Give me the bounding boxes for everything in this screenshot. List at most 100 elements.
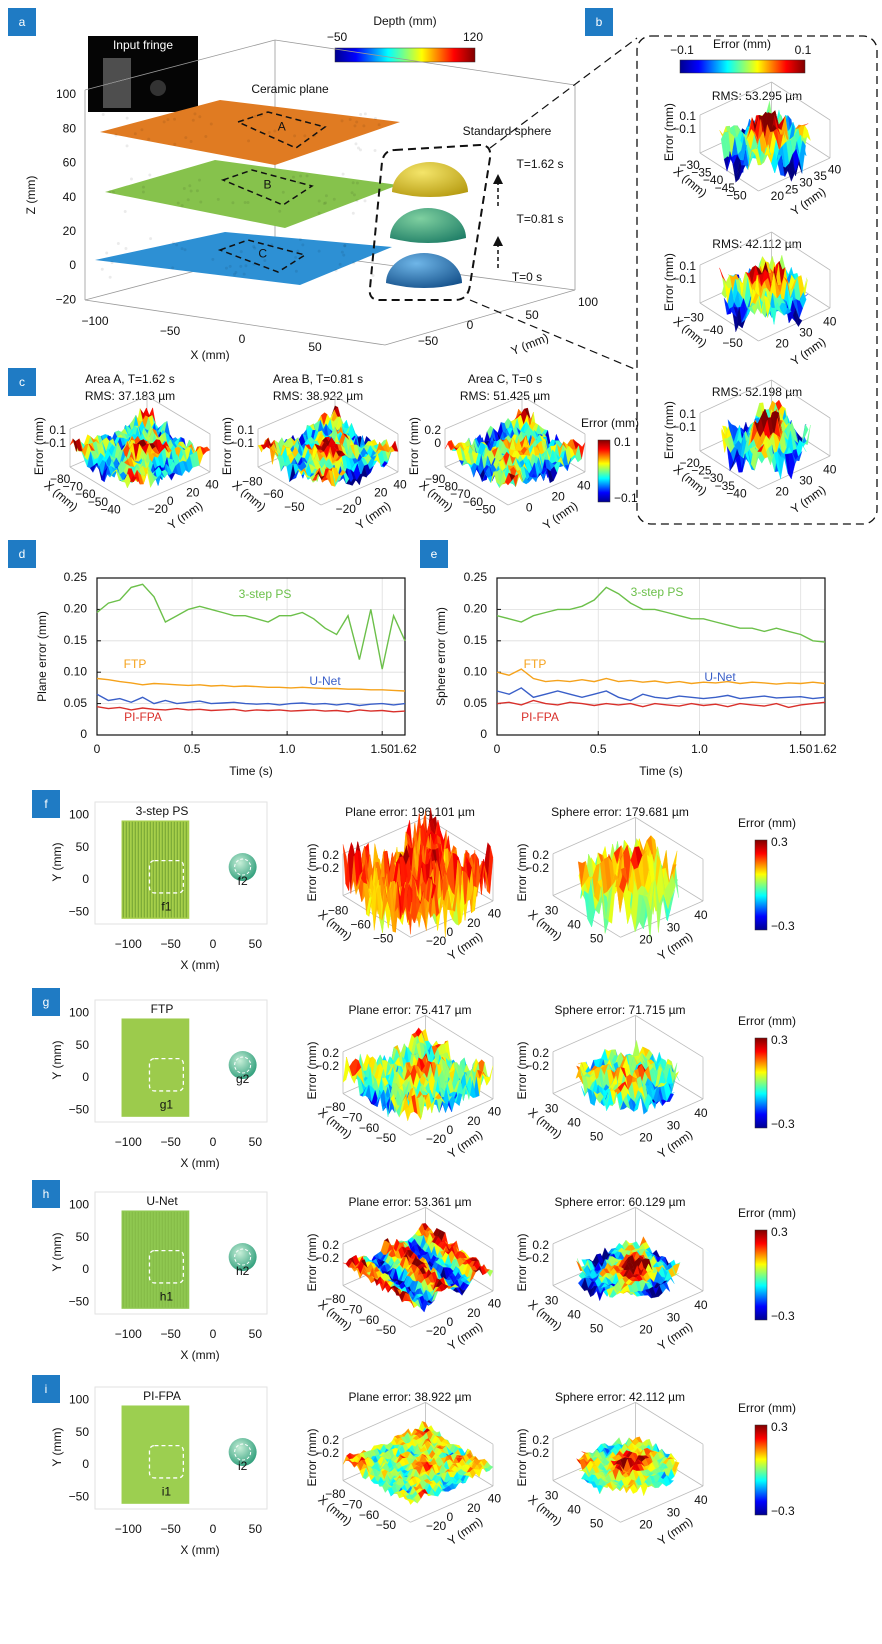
surface-texture [268,131,271,134]
surface-texture [334,269,337,272]
y-tick-label: 0 [446,1123,453,1137]
y-tick-label: 20 [775,337,789,351]
surface-texture [147,138,150,141]
y-tick-label: 30 [799,326,813,340]
y-tick-label: −50 [69,1295,90,1309]
x-tick-label: 30 [545,904,559,918]
z-tick-label: 0.2 [322,1046,339,1060]
surface-texture [341,119,344,122]
x-tick-label: 0.5 [590,742,607,756]
y-tick-label: 0 [355,494,362,508]
method-title: U-Net [146,1194,178,1208]
z-axis-label: Error (mm) [662,401,676,459]
method-title: 3-step PS [136,804,189,818]
z-axis-label: Error (mm) [305,1042,319,1100]
time-label: T=1.62 s [516,157,563,171]
colorbar-title: Error (mm) [738,816,796,830]
y-tick-label: 0.20 [464,602,488,616]
z-axis-label: Error (mm) [515,844,529,902]
z-axis-label: Z (mm) [24,176,38,215]
series-line [497,669,825,684]
y-tick-label: 40 [205,477,219,491]
surface-texture [374,149,377,152]
y-tick-label: 0 [82,872,89,886]
surface-texture [354,142,357,145]
x-tick-label: −100 [81,314,108,328]
colorbar-tick: 0.1 [614,435,631,449]
z-tick-label: 0.2 [322,848,339,862]
surface-texture [217,198,220,201]
y-tick-label: 50 [76,840,90,854]
y-tick-label: 0.15 [64,633,88,647]
surface-texture [231,201,234,204]
surface-texture [211,258,214,261]
y-axis-label: Y (mm) [655,929,695,963]
surface-texture [372,274,375,277]
x-axis-label: X (mm) [180,1156,219,1170]
y-tick-label: 100 [69,1005,89,1019]
surface-texture [101,268,104,271]
y-tick-label: 0.25 [64,570,88,584]
surface-texture [198,179,201,182]
y-tick-label: 0 [82,1262,89,1276]
y-axis-label: Y (mm) [655,1127,695,1161]
sphere-dome [392,162,468,197]
axis-box [275,40,575,85]
plot-title: RMS: 53.295 µm [712,89,802,103]
x-tick-label: 1.0 [279,742,296,756]
x-tick-label: 1.62 [813,742,837,756]
y-tick-label: 30 [799,474,813,488]
surface-texture [306,174,309,177]
panel-label: e [431,547,438,561]
series-line [97,679,405,692]
y-tick-label: −20 [148,502,169,516]
surface-texture [199,200,202,203]
plot-title: Area C, T=0 s [468,372,542,386]
x-tick-label: 50 [590,1130,604,1144]
x-tick-label: −40 [100,502,121,516]
y-tick-label: 20 [374,486,388,500]
z-axis-label: Error (mm) [220,417,234,475]
z-axis-label: Error (mm) [662,253,676,311]
surface-texture [109,276,112,279]
z-tick-label: 0.1 [237,423,254,437]
y-axis-label: Y (mm) [50,842,64,881]
axis-box [85,300,385,345]
z-tick-label: 0 [69,258,76,272]
z-tick-label: 20 [63,224,77,238]
surface-texture [355,199,358,202]
surface-cell [802,124,809,126]
arrow-head [493,236,503,246]
surface-texture [247,201,250,204]
surface-texture [301,243,304,246]
z-tick-label: 0.1 [679,259,696,273]
colorbar [755,840,767,930]
x-tick-label: −50 [160,1135,181,1149]
surface-texture [112,191,115,194]
surface-texture [364,112,367,115]
y-tick-label: 0.20 [64,602,88,616]
series-label: 3-step PS [631,585,684,599]
map-plane [122,1018,190,1116]
y-tick-label: 30 [667,1118,681,1132]
y-tick-label: 40 [488,907,502,921]
region-label: f2 [238,874,248,888]
colorbar-tick: −50 [327,30,348,44]
surface-texture [352,212,355,215]
colorbar [680,60,805,73]
axis-edge [553,1015,636,1051]
x-tick-label: 1.62 [393,742,417,756]
panel-label: g [43,995,50,1009]
series-label: U-Net [309,674,341,688]
x-tick-label: 0 [239,332,246,346]
y-tick-label: 50 [525,308,539,322]
y-tick-label: 0 [80,727,87,741]
surface-texture [243,273,246,276]
surface-texture [240,250,243,253]
colorbar-tick: 0.1 [795,43,812,57]
surface-texture [295,270,298,273]
z-axis-label: Error (mm) [515,1042,529,1100]
z-tick-label: 0.2 [532,848,549,862]
colorbar [598,440,610,502]
